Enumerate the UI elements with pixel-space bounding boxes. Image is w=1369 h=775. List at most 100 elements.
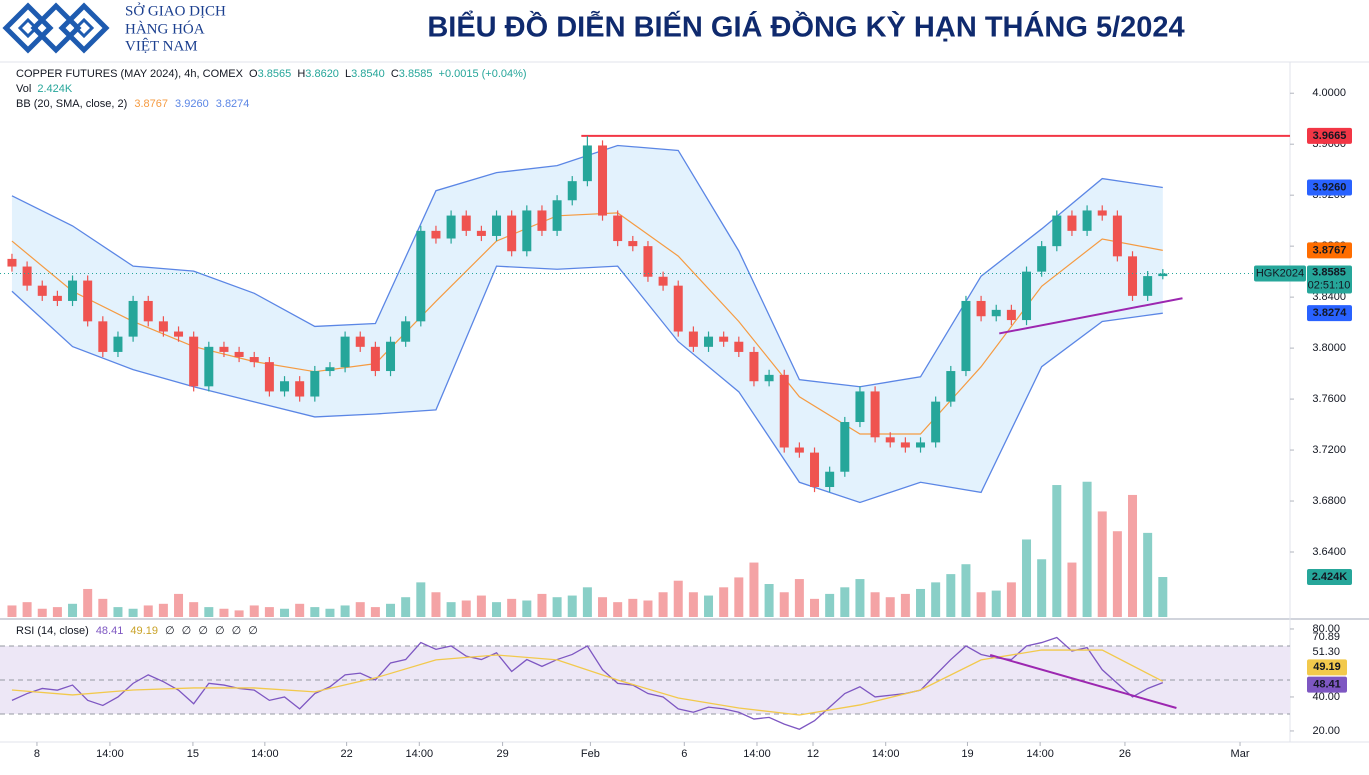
candle-body <box>1097 210 1107 216</box>
plot-layer: 8 14:00 15 14:00 22 14:00 29 Feb 6 14:00 12 14:00 19… <box>0 87 1352 760</box>
legend-volume: Vol 2.424K <box>16 83 73 95</box>
volume-bar <box>779 592 789 617</box>
x-tick-label: 6 <box>681 748 687 760</box>
candle-body <box>1022 271 1032 321</box>
volume-bar <box>128 608 138 617</box>
volume-bar <box>1097 511 1107 617</box>
legend-key: RSI (14, close) <box>16 625 89 637</box>
legend-key: L <box>345 68 351 80</box>
volume-bar <box>673 580 683 617</box>
candle-body <box>476 230 486 236</box>
candle-body <box>688 331 698 347</box>
volume-bar <box>476 595 486 617</box>
volume-bar <box>749 562 759 617</box>
candle-body <box>189 336 199 387</box>
candle-body <box>68 280 78 301</box>
candle-body <box>779 374 789 448</box>
volume-bar <box>552 597 562 617</box>
candle-body <box>204 346 214 387</box>
volume-bar <box>219 608 229 617</box>
candle-body <box>598 145 608 216</box>
rsi-value-label: 49.19 <box>1313 661 1341 673</box>
volume-bar <box>1112 531 1122 617</box>
volume-bar <box>174 593 184 617</box>
x-tick-label: 22 <box>340 748 352 760</box>
candle-body <box>113 336 123 352</box>
logo-text: SỞ GIAO DỊCH <box>125 2 226 19</box>
volume-bar <box>870 592 880 617</box>
volume-bar <box>1037 559 1047 617</box>
candle-body <box>946 371 956 402</box>
legend-value: 3.8767 <box>134 98 168 110</box>
legend-value: 2.424K <box>37 83 73 95</box>
volume-bar <box>249 605 259 617</box>
volume-bar <box>83 588 93 617</box>
band-label: 3.8767 <box>1313 244 1347 256</box>
candle-body <box>840 422 850 472</box>
volume-bar <box>961 564 971 617</box>
hline-label-bg <box>1307 127 1352 144</box>
candle-body <box>1143 276 1153 296</box>
price-badge: 3.8585 <box>1312 266 1346 278</box>
candle-body <box>386 341 396 372</box>
volume-bar <box>688 592 698 617</box>
volume-bar <box>598 597 608 617</box>
volume-bar <box>1067 562 1077 617</box>
candle-body <box>1006 309 1016 321</box>
volume-bar <box>52 607 62 617</box>
x-tick-label: Mar <box>1231 748 1250 760</box>
candle-body <box>507 215 517 252</box>
x-tick-label: 14:00 <box>406 748 434 760</box>
legend-value: 3.8620 <box>305 68 339 80</box>
legend-symbol: COPPER FUTURES (MAY 2024), 4h, COMEX <box>16 68 244 80</box>
volume-bar <box>1006 582 1016 617</box>
legend-value: 3.8585 <box>399 68 433 80</box>
candle-body <box>961 300 971 372</box>
legend-key: Vol <box>16 83 31 95</box>
x-tick-label: 14:00 <box>96 748 124 760</box>
candle-body <box>537 210 547 231</box>
candle-body <box>7 258 17 267</box>
volume-bar <box>567 595 577 617</box>
candle-body <box>1037 246 1047 272</box>
rsi-line <box>11 636 1164 730</box>
x-tick-label: 15 <box>187 748 199 760</box>
y-tick-label: 3.8000 <box>1312 342 1346 354</box>
band-line <box>11 212 1163 435</box>
candle-body <box>431 230 441 239</box>
band-line <box>11 265 1163 504</box>
candle-body <box>991 309 1001 317</box>
volume-bar <box>446 602 456 617</box>
candle-body <box>280 381 290 392</box>
x-tick-label: 26 <box>1119 748 1131 760</box>
candle-body <box>931 401 941 443</box>
volume-bar <box>1022 539 1032 617</box>
volume-bar <box>855 579 865 617</box>
chart-title: BIỂU ĐỒ DIỄN BIẾN GIÁ ĐỒNG KỲ HẠN THÁNG … <box>427 10 1184 44</box>
candle-body <box>810 452 820 488</box>
candle-body <box>643 246 653 277</box>
band-label-bg <box>1307 305 1352 322</box>
volume-bar <box>931 582 941 617</box>
volume-bar <box>810 598 820 617</box>
y-tick-label: 3.8400 <box>1312 291 1346 303</box>
candle-body <box>552 200 562 231</box>
logo-mark <box>2 2 110 54</box>
candle-body <box>22 266 32 286</box>
x-tick-label: 8 <box>34 748 40 760</box>
volume-bar <box>22 602 32 617</box>
candle-body <box>1158 273 1168 277</box>
candle-body <box>704 336 714 347</box>
candle-body <box>1112 215 1122 257</box>
volume-bar <box>401 597 411 617</box>
volume-bar <box>885 597 895 617</box>
volume-bar <box>280 608 290 617</box>
logo-text: HÀNG HÓA <box>125 20 205 37</box>
volume-bar <box>613 602 623 617</box>
x-tick-label: Feb <box>581 748 600 760</box>
volume-bar <box>1158 577 1168 617</box>
band-label: 3.8274 <box>1313 307 1348 319</box>
candle-body <box>264 362 274 392</box>
candle-body <box>825 471 835 488</box>
candle-body <box>492 215 502 236</box>
